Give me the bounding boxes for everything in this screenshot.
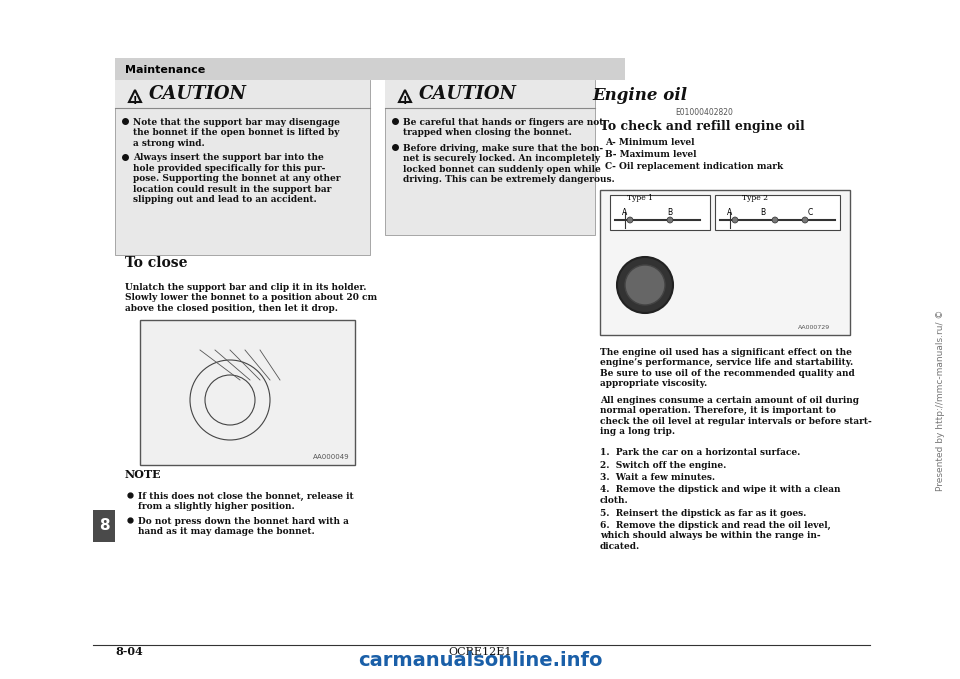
Text: 1.  Park the car on a horizontal surface.: 1. Park the car on a horizontal surface.	[600, 448, 801, 457]
Text: 3.  Wait a few minutes.: 3. Wait a few minutes.	[600, 473, 715, 482]
Text: 2.  Switch off the engine.: 2. Switch off the engine.	[600, 460, 727, 469]
Text: AA000729: AA000729	[798, 325, 830, 330]
Text: CAUTION: CAUTION	[149, 85, 247, 103]
Circle shape	[627, 217, 633, 223]
Circle shape	[772, 217, 778, 223]
Text: AA000049: AA000049	[313, 454, 350, 460]
Text: Presented by http://mmc-manuals.ru/ ©: Presented by http://mmc-manuals.ru/ ©	[936, 310, 945, 491]
FancyBboxPatch shape	[610, 195, 710, 230]
Text: B: B	[667, 208, 673, 217]
Text: A: A	[622, 208, 628, 217]
Text: E01000402820: E01000402820	[675, 108, 732, 117]
Text: CAUTION: CAUTION	[419, 85, 517, 103]
FancyBboxPatch shape	[385, 80, 595, 235]
Text: Type 1: Type 1	[627, 194, 653, 202]
FancyBboxPatch shape	[385, 80, 595, 108]
FancyBboxPatch shape	[140, 320, 355, 465]
Text: Do not press down the bonnet hard with a
hand as it may damage the bonnet.: Do not press down the bonnet hard with a…	[138, 517, 348, 536]
Text: carmanualsonline.info: carmanualsonline.info	[358, 651, 602, 670]
Text: Unlatch the support bar and clip it in its holder.
Slowly lower the bonnet to a : Unlatch the support bar and clip it in i…	[125, 283, 377, 313]
FancyBboxPatch shape	[115, 80, 370, 255]
Circle shape	[667, 217, 673, 223]
Circle shape	[625, 265, 665, 305]
Text: 8: 8	[99, 519, 109, 534]
Text: Note that the support bar may disengage
the bonnet if the open bonnet is lifted : Note that the support bar may disengage …	[133, 118, 340, 148]
Text: !: !	[132, 96, 137, 106]
Text: C: C	[807, 208, 812, 217]
Text: 6.  Remove the dipstick and read the oil level,
which should always be within th: 6. Remove the dipstick and read the oil …	[600, 521, 830, 551]
Text: The engine oil used has a significant effect on the
engine’s performance, servic: The engine oil used has a significant ef…	[600, 348, 854, 388]
Text: 4.  Remove the dipstick and wipe it with a clean
cloth.: 4. Remove the dipstick and wipe it with …	[600, 485, 841, 505]
Text: A: A	[728, 208, 732, 217]
FancyBboxPatch shape	[600, 190, 850, 335]
Circle shape	[802, 217, 808, 223]
Text: A- Minimum level: A- Minimum level	[605, 138, 694, 147]
FancyBboxPatch shape	[115, 58, 625, 80]
Text: !: !	[403, 96, 407, 106]
Text: 5.  Reinsert the dipstick as far as it goes.: 5. Reinsert the dipstick as far as it go…	[600, 509, 806, 517]
Text: B- Maximum level: B- Maximum level	[605, 150, 697, 159]
Text: All engines consume a certain amount of oil during
normal operation. Therefore, : All engines consume a certain amount of …	[600, 396, 872, 436]
Text: Engine oil: Engine oil	[592, 87, 687, 104]
Text: C- Oil replacement indication mark: C- Oil replacement indication mark	[605, 162, 783, 171]
Text: To check and refill engine oil: To check and refill engine oil	[600, 120, 804, 133]
Text: 8-04: 8-04	[115, 646, 143, 657]
Circle shape	[732, 217, 738, 223]
Text: Before driving, make sure that the bon-
net is securely locked. An incompletely
: Before driving, make sure that the bon- …	[403, 144, 614, 184]
FancyBboxPatch shape	[715, 195, 840, 230]
Text: Always insert the support bar into the
hole provided specifically for this pur-
: Always insert the support bar into the h…	[133, 153, 341, 204]
Text: Maintenance: Maintenance	[125, 65, 205, 75]
Text: To close: To close	[125, 256, 187, 270]
Circle shape	[617, 257, 673, 313]
Text: OCRE12E1: OCRE12E1	[448, 647, 512, 657]
Text: Be careful that hands or fingers are not
trapped when closing the bonnet.: Be careful that hands or fingers are not…	[403, 118, 604, 137]
Text: If this does not close the bonnet, release it
from a slightly higher position.: If this does not close the bonnet, relea…	[138, 492, 353, 511]
FancyBboxPatch shape	[115, 80, 370, 108]
Text: Type 2: Type 2	[742, 194, 768, 202]
FancyBboxPatch shape	[93, 510, 115, 542]
Text: B: B	[760, 208, 765, 217]
Text: NOTE: NOTE	[125, 469, 161, 480]
